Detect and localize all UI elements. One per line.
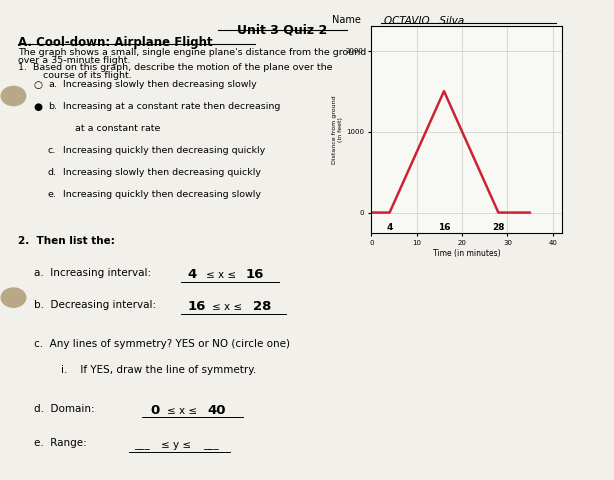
Text: b.  Decreasing interval:: b. Decreasing interval: (34, 300, 156, 311)
Text: 40: 40 (208, 404, 226, 417)
Text: 4: 4 (187, 268, 196, 281)
Text: ___: ___ (134, 440, 150, 450)
Text: Increasing slowly then decreasing quickly: Increasing slowly then decreasing quickl… (63, 168, 260, 177)
Text: ○: ○ (34, 80, 43, 90)
Text: OCTAVIO   Silva: OCTAVIO Silva (384, 16, 464, 26)
Text: Increasing slowly then decreasing slowly: Increasing slowly then decreasing slowly (63, 80, 257, 89)
Text: at a constant rate: at a constant rate (63, 124, 160, 133)
Text: Name: Name (332, 15, 360, 25)
Text: The graph shows a small, single engine plane's distance from the ground: The graph shows a small, single engine p… (18, 48, 367, 57)
Text: 16: 16 (187, 300, 206, 313)
Text: d.: d. (48, 168, 57, 177)
Text: 2.  Then list the:: 2. Then list the: (18, 236, 115, 246)
Text: ≤ y ≤: ≤ y ≤ (161, 440, 191, 450)
Text: 1.  Based on this graph, describe the motion of the plane over the: 1. Based on this graph, describe the mot… (18, 63, 333, 72)
Text: over a 35-minute flight.: over a 35-minute flight. (18, 56, 131, 65)
Text: 0: 0 (150, 404, 160, 417)
Text: 16: 16 (246, 268, 264, 281)
Text: course of its flight.: course of its flight. (31, 71, 131, 80)
Circle shape (1, 86, 26, 106)
Text: Unit 3 Quiz 2: Unit 3 Quiz 2 (238, 23, 327, 36)
Text: a.  Increasing interval:: a. Increasing interval: (34, 268, 151, 278)
Text: b.: b. (48, 102, 57, 111)
Text: ●: ● (34, 102, 43, 112)
Text: ≤ x ≤: ≤ x ≤ (206, 270, 236, 280)
Text: c.: c. (48, 146, 56, 155)
Text: 28: 28 (253, 300, 271, 313)
Text: Increasing at a constant rate then decreasing: Increasing at a constant rate then decre… (63, 102, 280, 111)
Text: a.: a. (48, 80, 56, 89)
Circle shape (1, 288, 26, 307)
Text: ≤ x ≤: ≤ x ≤ (212, 302, 242, 312)
Text: i.    If YES, draw the line of symmetry.: i. If YES, draw the line of symmetry. (61, 365, 257, 375)
Text: ___: ___ (203, 440, 219, 450)
Text: Increasing quickly then decreasing slowly: Increasing quickly then decreasing slowl… (63, 190, 260, 199)
Text: e.: e. (48, 190, 56, 199)
Text: 28: 28 (492, 223, 505, 232)
Text: 4: 4 (386, 223, 393, 232)
Text: Increasing quickly then decreasing quickly: Increasing quickly then decreasing quick… (63, 146, 265, 155)
Text: e.  Range:: e. Range: (34, 438, 87, 448)
Text: c.  Any lines of symmetry? YES or NO (circle one): c. Any lines of symmetry? YES or NO (cir… (34, 339, 290, 349)
Text: ≤ x ≤: ≤ x ≤ (167, 406, 197, 416)
X-axis label: Time (in minutes): Time (in minutes) (433, 249, 500, 258)
Text: 16: 16 (438, 223, 450, 232)
Text: d.  Domain:: d. Domain: (34, 404, 95, 414)
Y-axis label: Distance from ground
(in feet): Distance from ground (in feet) (332, 96, 343, 164)
Text: A. Cool-down: Airplane Flight: A. Cool-down: Airplane Flight (18, 36, 213, 49)
